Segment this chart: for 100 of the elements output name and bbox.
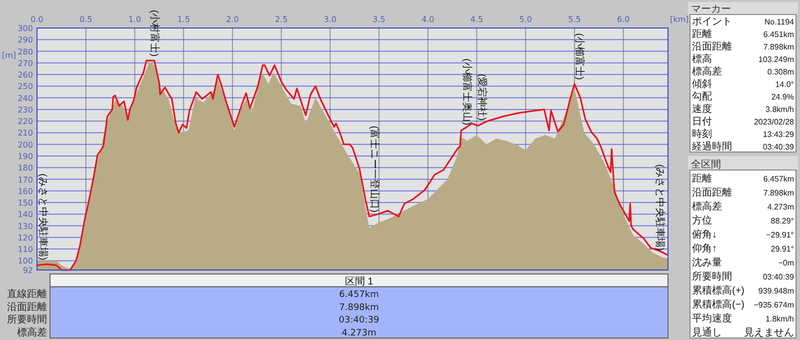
y-tick-label: 240 (18, 94, 33, 103)
y-tick-label: 290 (18, 36, 33, 45)
annotation: (富士ニー一登山口) (368, 126, 380, 212)
y-tick-label: 270 (18, 58, 33, 68)
category-label: 傾斜 (692, 78, 712, 90)
x-tick-label: 0.0 (30, 15, 44, 24)
text: 6.451km (763, 30, 794, 39)
text: 13:43:29 (762, 130, 795, 139)
category-label: 所要時間 (7, 314, 47, 326)
text: 0.308m (767, 68, 794, 76)
y-tick-label: 190 (18, 152, 33, 161)
text: 4.273m (342, 328, 376, 338)
text: 03:40:39 (338, 316, 380, 326)
category-label: 速度 (692, 103, 712, 115)
text: No.1194 (764, 18, 795, 26)
text: 03:40:39 (762, 272, 795, 282)
y-tick-label: 300 (18, 24, 33, 33)
text: 939.948m (758, 286, 794, 296)
y-tick-label: 260 (18, 70, 33, 80)
y-tick-label: 140 (18, 210, 33, 220)
text: −29.91° (766, 230, 794, 240)
x-axis-title: [km] (670, 15, 689, 24)
text: 全区間 (691, 158, 721, 170)
y-tick-label: 150 (18, 198, 33, 208)
y-tick-label: 280 (18, 47, 33, 56)
category-label: 仰角↑ (692, 242, 717, 254)
category-label: 沿面距離 (692, 186, 732, 198)
x-tick-label: 3.0 (324, 15, 337, 24)
text: 3.8km/h (766, 105, 794, 114)
y-tick-label: 160 (18, 186, 33, 196)
x-tick-label: 2.0 (226, 15, 239, 24)
category-label: 距離 (692, 172, 712, 184)
text: 見えません (744, 328, 794, 338)
y-tick-label: 120 (18, 233, 33, 242)
y-tick-label: 180 (18, 164, 33, 173)
text: 24.9% (771, 92, 794, 102)
text: 4.273m (767, 202, 794, 212)
x-tick-label: 5.5 (568, 15, 581, 24)
y-tick-label: 230 (18, 105, 33, 114)
x-tick-label: 4.0 (422, 15, 434, 24)
annotation: (小櫛富士) (573, 33, 586, 80)
category-label: 所要時間 (692, 270, 732, 282)
annotation: (みさと中央駐車場) (37, 174, 49, 260)
y-tick-label: 130 (18, 222, 33, 231)
y-axis-title: [m] (2, 51, 16, 60)
category-label: 標高 (692, 53, 712, 65)
y-tick-label: 210 (18, 128, 33, 138)
category-label: 標高差 (17, 326, 47, 338)
annotation: (みさと中央駐車場) (654, 164, 666, 251)
x-tick-label: 1.5 (177, 15, 190, 24)
category-label: 日付 (692, 116, 712, 128)
x-tick-label: 6.0 (616, 15, 630, 24)
text: 103.249m (758, 55, 794, 64)
category-label: 累積標高(−) (692, 298, 744, 310)
text: −0m (778, 258, 794, 268)
text: 区間 1 (344, 276, 374, 288)
category-label: ポイント (692, 16, 732, 28)
category-label: 俯角↓ (692, 228, 717, 240)
category-label: 直線距離 (7, 288, 47, 300)
category-label: 標高差 (692, 200, 722, 212)
text: マーカー (691, 4, 731, 15)
text: 14.0° (775, 80, 794, 89)
y-tick-label: 100 (18, 256, 33, 266)
y-tick-label: 250 (18, 82, 33, 92)
category-label: 平均速度 (692, 312, 732, 324)
text: 7.898km (339, 302, 379, 313)
annotation: (小村富士) (148, 10, 160, 57)
category-label: 沈み量 (692, 256, 722, 268)
category-label: 沿面距離 (7, 300, 47, 313)
category-label: 方位 (692, 214, 712, 226)
text: −935.674m (754, 300, 794, 310)
category-label: 距離 (692, 28, 712, 40)
category-label: 沿面距離 (692, 40, 732, 52)
text: 7.898km (763, 188, 794, 198)
text: 29.91° (770, 244, 794, 254)
x-tick-label: 2.5 (274, 15, 288, 24)
text: 6.457km (763, 174, 794, 184)
category-label: 見通し (692, 326, 722, 338)
text: 6.457km (339, 290, 379, 300)
text: 03:40:39 (762, 142, 795, 152)
x-tick-label: 0.5 (79, 15, 92, 24)
x-tick-label: 3.5 (372, 15, 386, 24)
y-tick-label: 170 (18, 175, 33, 184)
text: 2023/02/28 (754, 118, 795, 126)
text: 1.8km/h (766, 314, 794, 324)
y-tick-label: 200 (18, 140, 33, 150)
y-tick-label: 220 (18, 117, 33, 126)
x-tick-label: 4.5 (470, 15, 484, 24)
category-label: 時刻 (692, 128, 712, 140)
text: 88.29° (770, 216, 794, 226)
annotation: (小櫛富士奥山) (461, 58, 474, 126)
category-label: 累積標高(+) (692, 284, 744, 296)
y-tick-label: 110 (18, 245, 33, 254)
category-label: 標高差 (692, 66, 722, 78)
category-label: 経過時間 (691, 140, 732, 152)
annotation: (愛宕神社) (476, 74, 488, 121)
x-tick-label: 5.0 (519, 15, 532, 24)
category-label: 勾配 (692, 90, 712, 102)
text: 7.898km (763, 42, 794, 52)
y-tick-label: 92 (22, 266, 33, 275)
